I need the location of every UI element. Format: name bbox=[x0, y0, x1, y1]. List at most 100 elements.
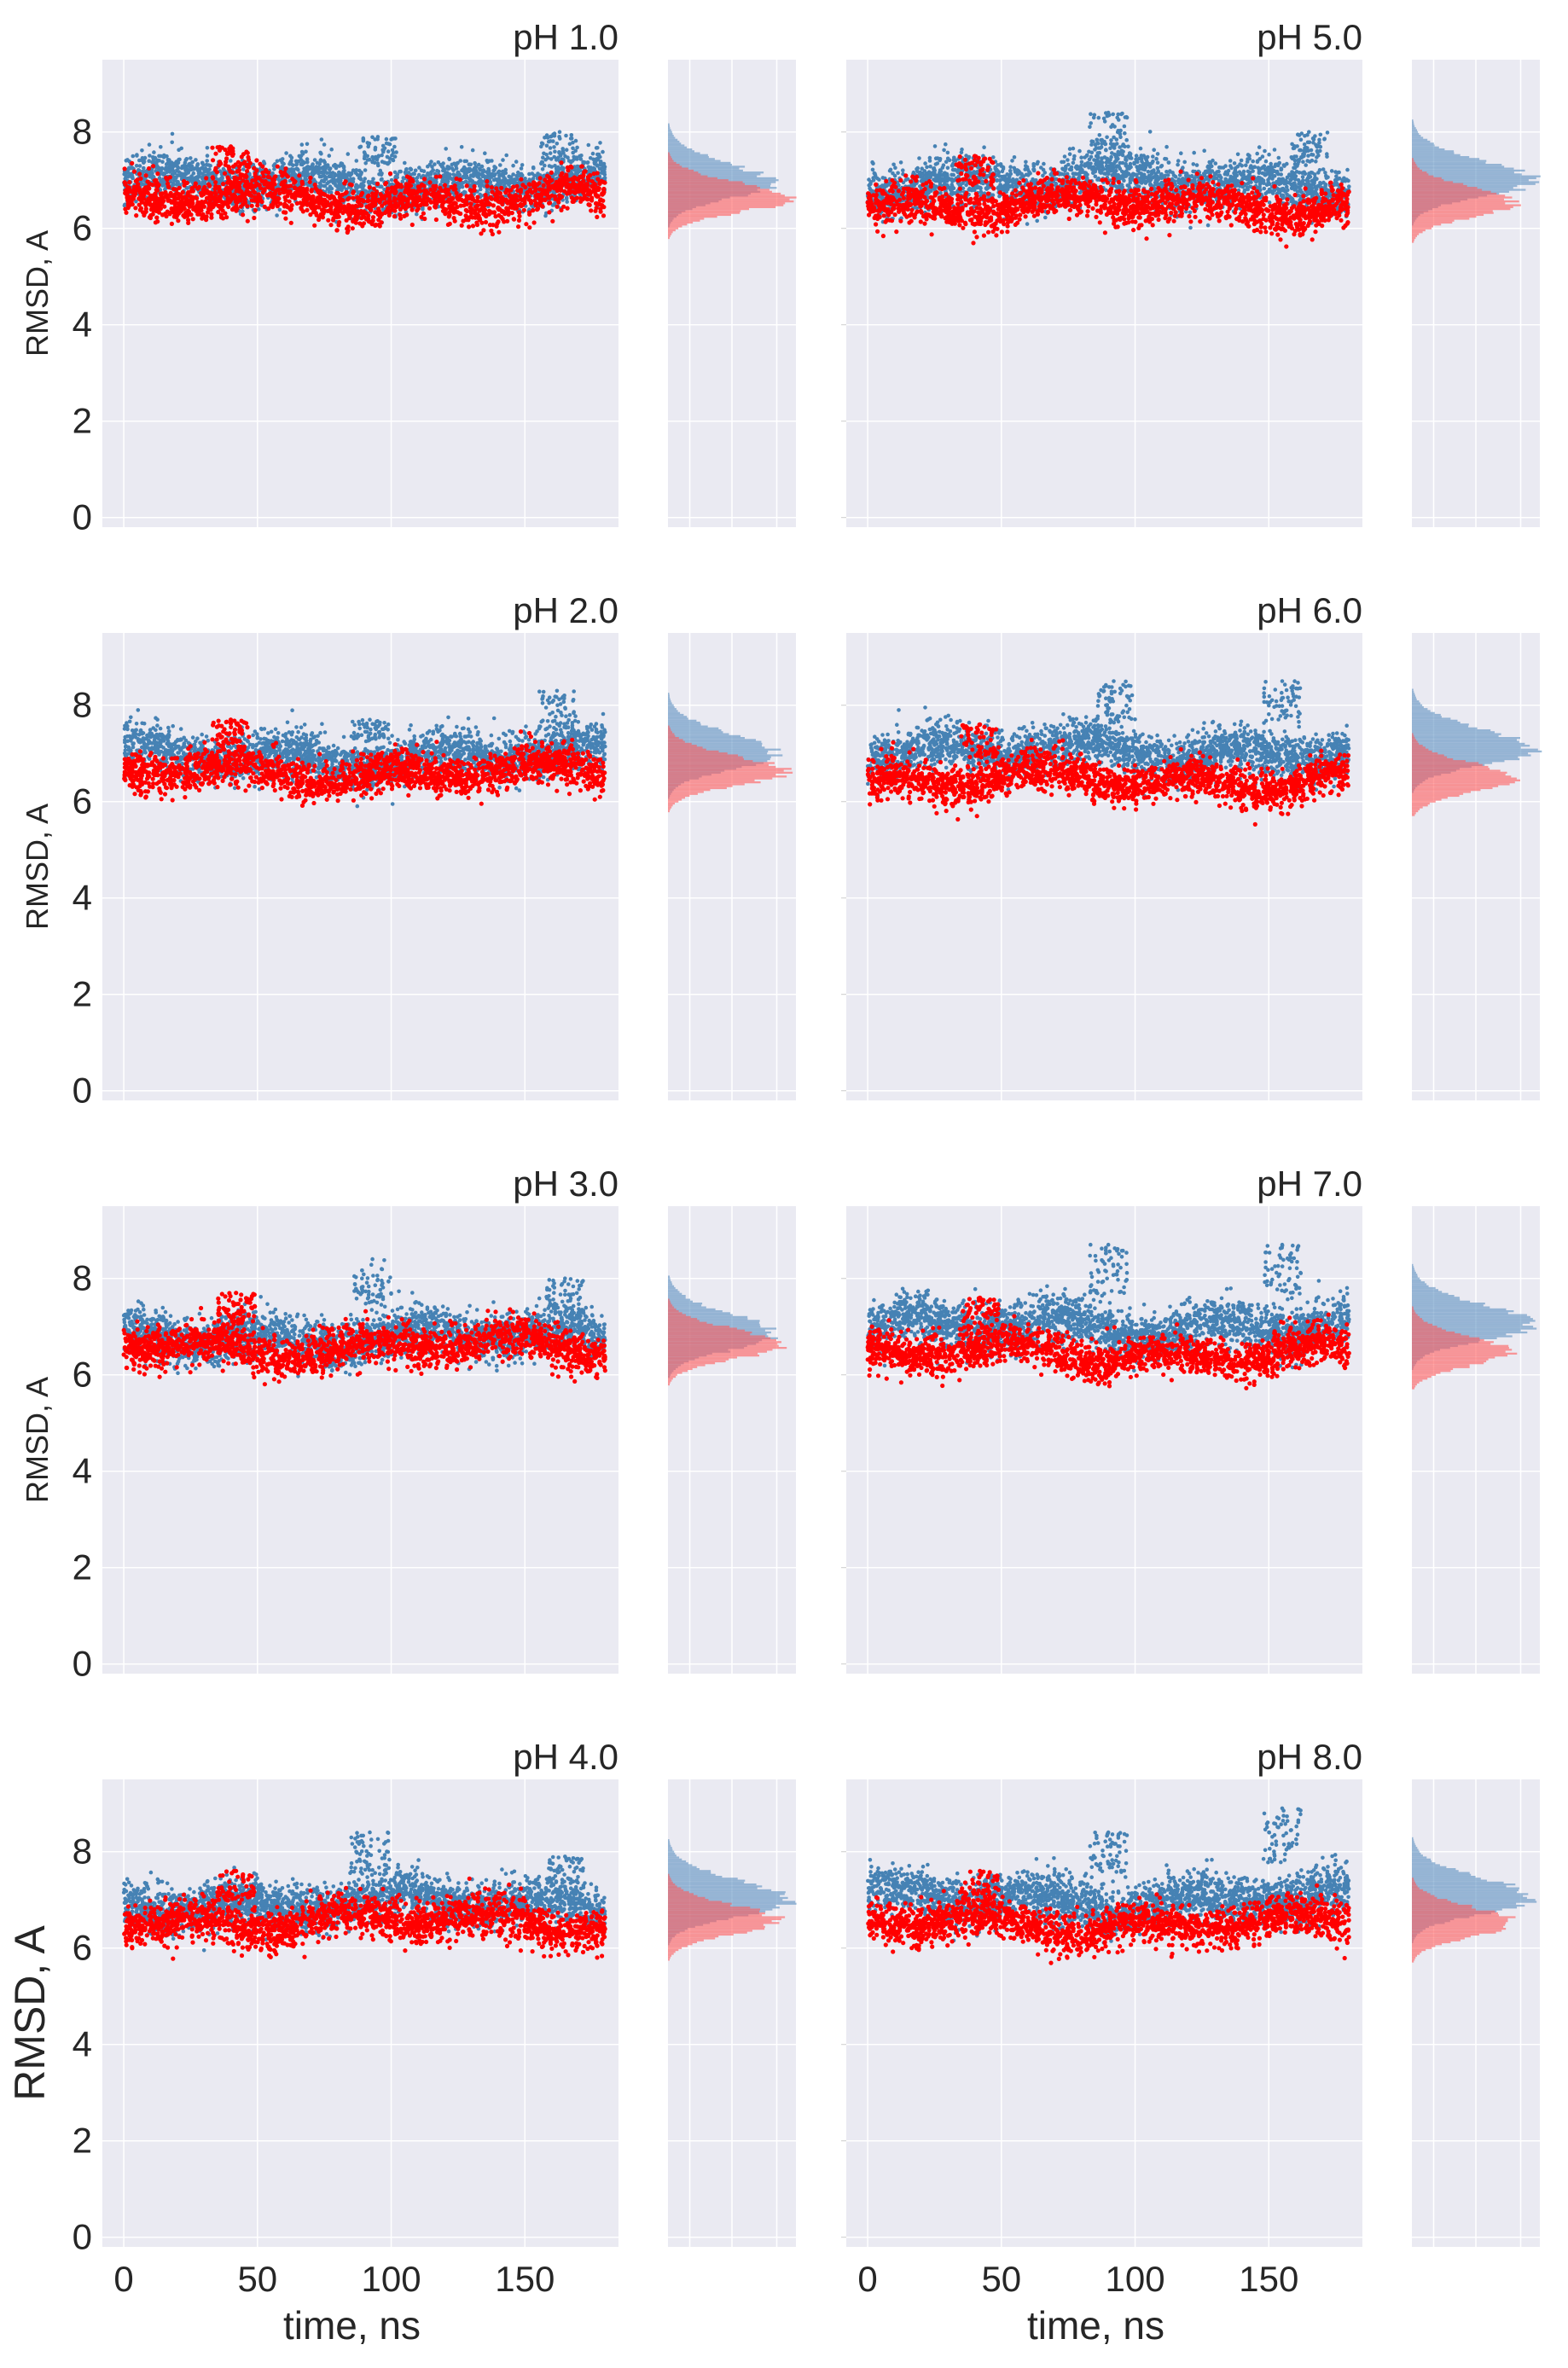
scatter-point bbox=[170, 141, 174, 145]
scatter-point bbox=[152, 150, 156, 154]
scatter-point bbox=[381, 150, 386, 154]
scatter-point bbox=[440, 180, 444, 184]
scatter-point bbox=[481, 175, 485, 179]
scatter-point bbox=[557, 151, 561, 155]
scatter-point bbox=[505, 179, 509, 183]
scatter-point bbox=[472, 174, 476, 178]
scatter-point bbox=[157, 154, 161, 159]
scatter-point bbox=[437, 160, 441, 165]
scatter-point bbox=[329, 148, 334, 152]
scatter-point bbox=[166, 160, 171, 165]
scatter-point bbox=[178, 174, 183, 178]
scatter-point bbox=[272, 167, 276, 171]
scatter-point bbox=[318, 175, 322, 179]
scatter-point bbox=[323, 175, 328, 179]
scatter-point bbox=[473, 166, 477, 171]
scatter-point bbox=[549, 139, 553, 143]
scatter-point bbox=[467, 177, 471, 181]
scatter-point bbox=[591, 152, 595, 156]
scatter-point bbox=[558, 136, 562, 141]
scatter-point bbox=[130, 175, 134, 179]
scatter-point bbox=[469, 201, 473, 206]
scatter-point bbox=[444, 171, 448, 175]
scatter-point bbox=[388, 171, 392, 176]
scatter-point bbox=[188, 177, 192, 181]
scatter-point bbox=[148, 175, 152, 179]
scatter-point bbox=[415, 212, 419, 217]
scatter-point bbox=[451, 172, 456, 177]
scatter-point bbox=[428, 163, 433, 167]
scatter-point bbox=[328, 154, 332, 158]
scatter-point bbox=[499, 173, 503, 177]
scatter-point bbox=[385, 161, 389, 165]
scatter-point bbox=[328, 184, 333, 189]
scatter-point bbox=[558, 130, 562, 134]
scatter-point bbox=[567, 159, 572, 163]
scatter-point bbox=[542, 152, 546, 156]
scatter-point bbox=[338, 164, 342, 168]
scatter-point bbox=[462, 176, 466, 180]
scatter-point bbox=[473, 161, 477, 165]
scatter-point bbox=[498, 163, 502, 167]
scatter-point bbox=[154, 156, 158, 160]
scatter-point bbox=[392, 145, 397, 149]
scatter-point bbox=[471, 148, 475, 153]
scatter-point bbox=[370, 136, 375, 140]
scatter-point bbox=[158, 176, 162, 180]
scatter-point bbox=[491, 169, 496, 173]
scatter-point bbox=[531, 165, 536, 170]
scatter-point bbox=[319, 159, 323, 163]
scatter-point bbox=[386, 149, 391, 154]
scatter-point bbox=[311, 172, 316, 177]
scatter-point bbox=[568, 142, 572, 147]
scatter-point bbox=[520, 172, 524, 177]
scatter-point bbox=[359, 172, 363, 177]
scatter-point bbox=[496, 179, 500, 183]
scatter-point bbox=[340, 185, 344, 189]
y-tick-label: 4 bbox=[73, 305, 92, 345]
scatter-point bbox=[579, 154, 584, 158]
scatter-point bbox=[403, 161, 407, 165]
scatter-point bbox=[379, 184, 383, 189]
scatter-point bbox=[390, 178, 394, 183]
scatter-point bbox=[323, 184, 328, 189]
scatter-point bbox=[481, 171, 485, 175]
y-axis-label: RMSD, A bbox=[20, 230, 55, 357]
scatter-point bbox=[435, 169, 439, 173]
scatter-point bbox=[592, 166, 596, 171]
scatter-point bbox=[444, 147, 448, 151]
scatter-point bbox=[338, 177, 342, 182]
scatter-point bbox=[374, 148, 378, 152]
scatter-point bbox=[595, 153, 600, 157]
scatter-point bbox=[549, 151, 553, 155]
scatter-point bbox=[298, 154, 302, 159]
scatter-point bbox=[586, 160, 590, 165]
scatter-point bbox=[333, 163, 337, 167]
scatter-point bbox=[555, 157, 560, 161]
scatter-point bbox=[520, 163, 525, 167]
scatter-point bbox=[183, 166, 188, 171]
scatter-point bbox=[220, 176, 224, 180]
scatter-point bbox=[302, 167, 306, 171]
scatter-point bbox=[499, 186, 503, 190]
scatter-point bbox=[179, 147, 183, 151]
scatter-point bbox=[141, 156, 145, 160]
scatter-point bbox=[297, 173, 301, 177]
scatter-point bbox=[444, 178, 449, 183]
scatter-point bbox=[159, 145, 163, 149]
scatter-point bbox=[287, 162, 292, 166]
scatter-point bbox=[391, 158, 395, 162]
scatter-point bbox=[601, 171, 605, 175]
scatter-point bbox=[272, 164, 276, 168]
scatter-point bbox=[320, 166, 324, 171]
scatter-point bbox=[543, 136, 547, 140]
scatter-point bbox=[536, 171, 540, 176]
scatter-point bbox=[322, 142, 327, 147]
scatter-point bbox=[371, 177, 375, 182]
scatter-point bbox=[288, 154, 293, 159]
scatter-point bbox=[409, 167, 413, 171]
scatter-point bbox=[189, 156, 193, 160]
scatter-point bbox=[464, 167, 468, 171]
scatter-point bbox=[456, 161, 460, 165]
scatter-point bbox=[570, 133, 574, 137]
